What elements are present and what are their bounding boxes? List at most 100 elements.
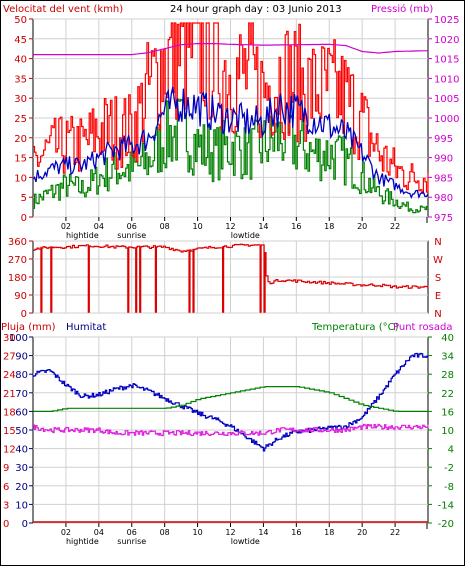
x-tick-label: 18 <box>324 222 334 231</box>
x-tick-label: 02 <box>61 222 71 231</box>
event-label: lowtide <box>231 537 260 546</box>
rain-tick-label: 27 <box>3 352 16 363</box>
wind-y-ticks: 0 5 10 15 20 25 30 35 40 45 50 <box>14 15 33 224</box>
humidity-tick-label: 60 <box>15 407 28 418</box>
rain-tick-label: 21 <box>3 389 16 400</box>
y-tick-label: 20 <box>14 134 27 145</box>
x-tick-label: 18 <box>324 528 334 537</box>
rain-tick-label: 18 <box>3 407 16 418</box>
y2-tick-label: 1015 <box>434 55 459 66</box>
compass-label: S <box>435 273 441 284</box>
rain-tick-label: 6 <box>3 482 9 493</box>
y-tick-label: 30 <box>14 94 27 105</box>
compass-label: W <box>433 255 443 266</box>
temp-tick-label: -8 <box>444 482 454 493</box>
green-line <box>33 98 429 214</box>
y-tick-label: 0 <box>21 213 27 224</box>
x-tick-label: 16 <box>291 528 301 537</box>
graph-title: 24 hour graph day : 03 Junio 2013 <box>170 4 342 15</box>
y2-tick-label: 1020 <box>434 35 459 46</box>
wind-title: Velocitat del vent (kmh) <box>3 4 123 15</box>
rain-tick-label: 30 <box>3 333 16 344</box>
y2-tick-label: 995 <box>434 134 453 145</box>
temp-tick-label: 4 <box>448 445 454 456</box>
pressure-title: Pressió (mb) <box>371 3 433 15</box>
temp-tick-label: -14 <box>438 500 454 511</box>
temp-y-ticks: -20 -14 -8 -2 4 10 16 22 28 34 40 <box>428 333 454 530</box>
y-tick-label: 40 <box>14 55 27 66</box>
event-label: hightide <box>66 537 99 546</box>
humidity-tick-label: 30 <box>15 463 28 474</box>
rain-tick-label: 3 <box>3 500 9 511</box>
humidity-title: Humitat <box>66 322 106 333</box>
temp-title: Temperatura (°C) <box>311 322 399 333</box>
humidity-tick-label: 0 <box>22 519 28 530</box>
temp-tick-label: 10 <box>441 426 454 437</box>
humidity-tick-label: 90 <box>15 352 28 363</box>
rain-tick-label: 12 <box>3 445 16 456</box>
event-label: hightide <box>66 231 99 240</box>
x-tick-label: 12 <box>225 222 235 231</box>
y-tick-label: 15 <box>14 154 27 165</box>
y-tick-label: 0 <box>21 309 27 320</box>
y-tick-label: 360 <box>8 237 27 248</box>
x-tick-label: 04 <box>94 222 104 231</box>
humidity-tick-label: 50 <box>15 426 28 437</box>
y-tick-label: 35 <box>14 74 27 85</box>
x-tick-label: 02 <box>61 528 71 537</box>
temp-tick-label: -20 <box>438 519 454 530</box>
humidity-tick-label: 70 <box>15 389 28 400</box>
x-tick-label: 12 <box>225 528 235 537</box>
gust-line <box>33 22 429 194</box>
x-tick-label: 08 <box>160 528 170 537</box>
y2-tick-label: 990 <box>434 154 453 165</box>
temp-tick-label: 34 <box>441 352 454 363</box>
compass-label: N <box>434 237 441 248</box>
y-tick-label: 270 <box>8 255 27 266</box>
wind-series <box>32 22 429 214</box>
x-tick-label: 22 <box>390 528 400 537</box>
rain-tick-label: 15 <box>3 426 16 437</box>
x-tick-label: 10 <box>192 528 202 537</box>
rain-tick-label: 24 <box>3 370 16 381</box>
average-line <box>32 86 429 200</box>
wind-x-ticks: 02 04 06 08 10 12 14 16 18 20 22 hightide sunrise low… <box>61 217 428 240</box>
temp-tick-label: 16 <box>441 407 454 418</box>
humidity-tick-label: 40 <box>15 445 28 456</box>
x-tick-label: 14 <box>258 222 268 231</box>
dew-title: Punt rosada <box>393 322 452 333</box>
temp-tick-label: 28 <box>441 370 454 381</box>
temp-tick-label: -2 <box>444 463 454 474</box>
direction-line <box>33 243 429 313</box>
humidity-tick-label: 10 <box>15 500 28 511</box>
y-tick-label: 90 <box>14 291 27 302</box>
y2-tick-label: 1005 <box>434 94 459 105</box>
humidity-line <box>33 352 429 452</box>
temp-tick-label: 22 <box>441 389 454 400</box>
compass-label: E <box>435 291 441 302</box>
rain-tick-label: 0 <box>3 519 9 530</box>
humidity-series <box>33 352 429 523</box>
y-tick-label: 5 <box>21 193 27 204</box>
x-tick-label: 08 <box>160 222 170 231</box>
rain-title: Pluja (mm) <box>1 322 56 333</box>
humidity-x-ticks: 02 04 06 08 10 12 14 16 18 20 22 hightide sunrise low… <box>61 523 428 546</box>
x-tick-label: 06 <box>127 528 137 537</box>
y2-tick-label: 1000 <box>434 114 459 125</box>
x-tick-label: 04 <box>94 528 104 537</box>
y2-tick-label: 1010 <box>434 74 459 85</box>
rain-tick-label: 9 <box>3 463 9 474</box>
y-tick-label: 10 <box>14 173 27 184</box>
x-tick-label: 14 <box>258 528 268 537</box>
compass-label: N <box>434 309 441 320</box>
pressure-y-ticks: 975 980 985 990 995 1000 1005 1010 1015 1020 1025 <box>428 15 459 224</box>
temperature-line <box>33 386 428 412</box>
event-label: lowtide <box>231 231 260 240</box>
y-tick-label: 45 <box>14 35 27 46</box>
y2-tick-label: 975 <box>434 213 453 224</box>
